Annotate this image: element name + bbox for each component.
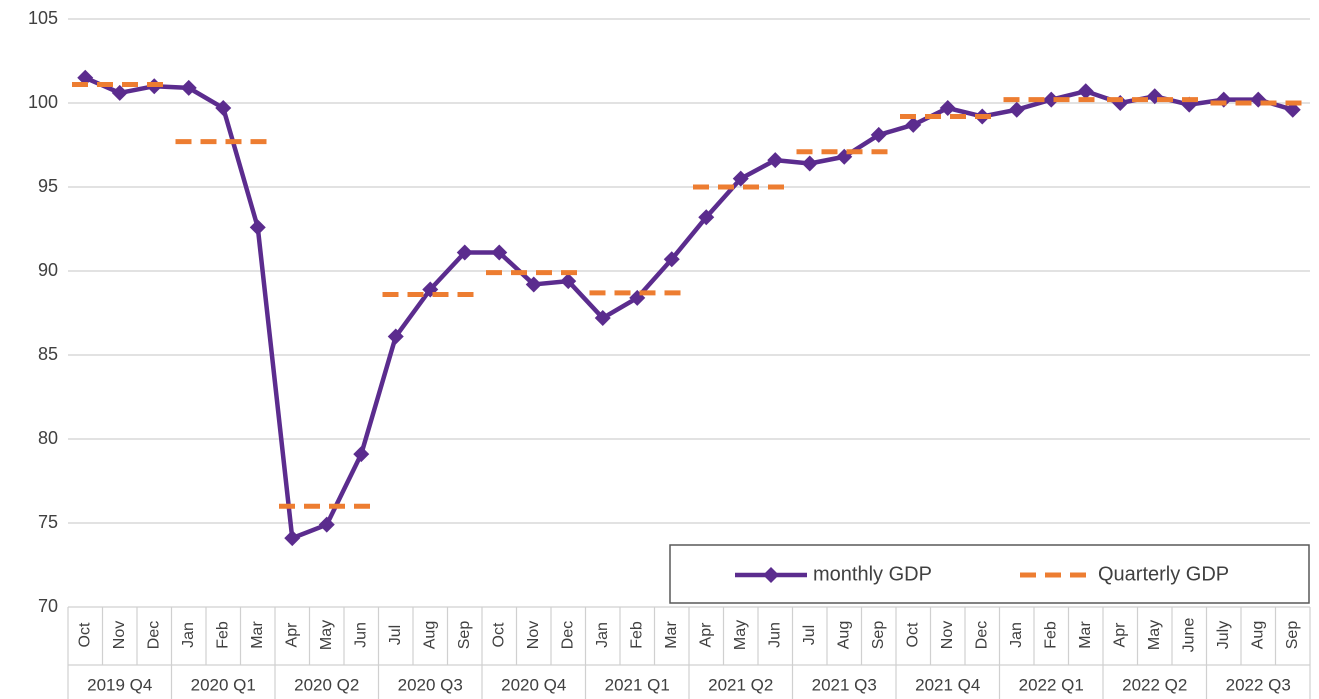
legend-marker [763, 567, 779, 583]
x-tick-label: Jun [766, 622, 783, 648]
marker [939, 100, 956, 117]
quarter-label: 2021 Q3 [812, 675, 877, 694]
marker [456, 244, 473, 261]
x-tick-label: Apr [283, 622, 300, 648]
marker [560, 273, 577, 290]
x-tick-label: Oct [490, 622, 507, 647]
x-tick-label: May [318, 620, 335, 650]
x-tick-label: Sep [1284, 621, 1301, 650]
x-tick-label: Jul [387, 625, 404, 645]
x-tick-label: Aug [421, 621, 438, 649]
x-tick-label: June [1180, 618, 1197, 653]
quarter-label: 2020 Q2 [294, 675, 359, 694]
x-tick-label: Feb [214, 621, 231, 649]
x-tick-label: Sep [870, 621, 887, 650]
marker [353, 446, 370, 463]
x-tick-label: Nov [939, 621, 956, 649]
x-tick-label: Jan [594, 622, 611, 648]
x-tick-label: Feb [1042, 621, 1059, 649]
x-tick-label: Aug [835, 621, 852, 649]
x-tick-label: Dec [973, 621, 990, 649]
x-tick-label: Feb [628, 621, 645, 649]
x-tick-label: Aug [1249, 621, 1266, 649]
marker [387, 328, 404, 345]
x-tick-label: Sep [456, 621, 473, 650]
y-tick-label: 105 [28, 8, 58, 28]
marker [215, 100, 232, 117]
quarter-label: 2020 Q1 [191, 675, 256, 694]
quarter-label: 2021 Q2 [708, 675, 773, 694]
legend-label: Quarterly GDP [1098, 563, 1229, 585]
x-tick-label: May [1146, 620, 1163, 650]
marker [1077, 83, 1094, 100]
quarter-label: 2021 Q1 [605, 675, 670, 694]
marker [870, 126, 887, 143]
x-tick-label: Apr [697, 622, 714, 648]
y-tick-label: 85 [38, 344, 58, 364]
x-tick-label: Jan [180, 622, 197, 648]
x-tick-label: Dec [559, 621, 576, 649]
x-tick-label: Apr [1111, 622, 1128, 648]
x-tick-label: May [732, 620, 749, 650]
marker [1008, 101, 1025, 118]
marker [284, 530, 301, 547]
x-tick-label: Mar [249, 621, 266, 649]
x-tick-label: Nov [525, 621, 542, 649]
x-tick-label: Nov [111, 621, 128, 649]
marker [525, 276, 542, 293]
y-tick-label: 80 [38, 428, 58, 448]
x-tick-label: Jan [1008, 622, 1025, 648]
monthly-line [84, 75, 1294, 541]
x-tick-label: Mar [663, 621, 680, 649]
quarter-label: 2022 Q2 [1122, 675, 1187, 694]
y-tick-label: 90 [38, 260, 58, 280]
y-tick-label: 95 [38, 176, 58, 196]
quarter-label: 2020 Q4 [501, 675, 566, 694]
legend-label: monthly GDP [813, 563, 932, 585]
quarter-label: 2022 Q1 [1019, 675, 1084, 694]
marker [111, 84, 128, 101]
marker [249, 219, 266, 236]
marker [77, 69, 94, 86]
marker [698, 209, 715, 226]
marker [801, 155, 818, 172]
y-tick-label: 100 [28, 92, 58, 112]
x-tick-label: Mar [1077, 621, 1094, 649]
quarter-label: 2022 Q3 [1226, 675, 1291, 694]
quarter-label: 2020 Q3 [398, 675, 463, 694]
y-tick-label: 70 [38, 596, 58, 616]
marker [318, 516, 335, 533]
marker [905, 116, 922, 133]
x-tick-label: Dec [145, 621, 162, 649]
marker [732, 170, 749, 187]
x-tick-label: Jul [801, 625, 818, 645]
marker [1284, 101, 1301, 118]
marker [767, 152, 784, 169]
quarter-label: 2019 Q4 [87, 675, 152, 694]
marker [594, 310, 611, 327]
x-tick-label: Jun [352, 622, 369, 648]
marker [491, 244, 508, 261]
marker [180, 79, 197, 96]
x-tick-label: Oct [76, 622, 93, 647]
x-tick-label: Oct [904, 622, 921, 647]
marker [663, 251, 680, 268]
y-tick-label: 75 [38, 512, 58, 532]
x-tick-label: July [1215, 621, 1232, 649]
marker [1043, 91, 1060, 108]
quarter-label: 2021 Q4 [915, 675, 980, 694]
